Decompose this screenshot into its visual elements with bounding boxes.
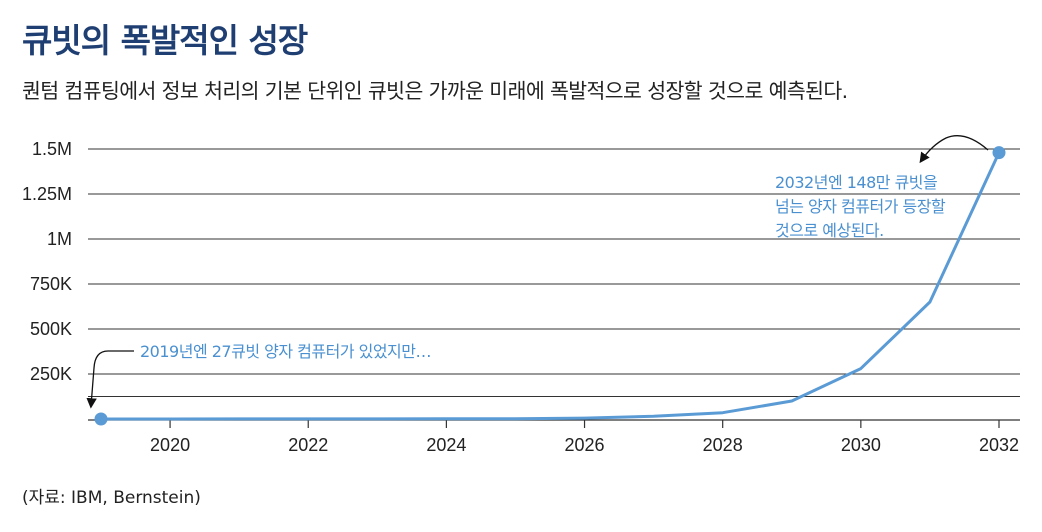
y-axis-tick-labels: 1.5M 1.25M 1M 750K 500K 250K <box>22 139 72 384</box>
y-tick-label: 1.25M <box>22 184 72 204</box>
x-tick-label: 2020 <box>150 435 190 455</box>
x-tick-label: 2028 <box>703 435 743 455</box>
chart-subtitle: 퀀텀 컴퓨팅에서 정보 처리의 기본 단위인 큐빗은 가까운 미래에 폭발적으로… <box>22 79 848 103</box>
x-tick-label: 2026 <box>565 435 605 455</box>
y-tick-label: 1.5M <box>32 139 72 159</box>
y-tick-label: 750K <box>30 274 72 294</box>
annotation-arrow-2032 <box>919 135 989 164</box>
annotation-2032: 2032년엔 148만 큐빗을 넘는 양자 컴퓨터가 등장할 것으로 예상된다. <box>775 173 950 240</box>
gridlines <box>88 148 1020 397</box>
x-axis: 2020 2022 2024 2026 2028 2030 2032 <box>88 419 1020 455</box>
y-tick-label: 1M <box>47 229 72 249</box>
annotations: 2019년엔 27큐빗 양자 컴퓨터가 있었지만… 2032년엔 148만 큐빗… <box>86 135 989 409</box>
x-tick-label: 2032 <box>979 435 1019 455</box>
data-point-marker <box>94 412 108 426</box>
x-tick-label: 2030 <box>841 435 881 455</box>
chart-title: 큐빗의 폭발적인 성장 <box>22 21 308 60</box>
annotation-arrow-2019 <box>86 350 134 409</box>
chart-source: (자료: IBM, Bernstein) <box>22 488 201 508</box>
y-tick-label: 500K <box>30 319 72 339</box>
data-point-marker <box>992 146 1006 160</box>
x-tick-label: 2022 <box>288 435 328 455</box>
x-tick-label: 2024 <box>426 435 466 455</box>
annotation-2019: 2019년엔 27큐빗 양자 컴퓨터가 있었지만… <box>140 342 431 361</box>
series-layer <box>94 146 1006 426</box>
series-line <box>99 151 1001 421</box>
y-tick-label: 250K <box>30 364 72 384</box>
